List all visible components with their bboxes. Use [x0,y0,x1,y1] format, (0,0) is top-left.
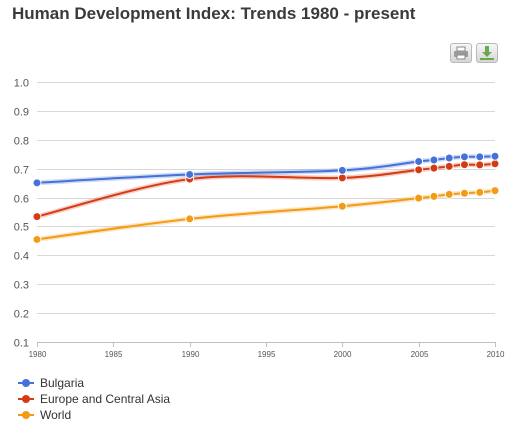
data-point-bulgaria [444,153,454,163]
data-point-world [490,186,500,196]
data-point-bulgaria [185,169,195,179]
x-tick-label: 2000 [334,350,352,359]
y-tick-label: 0.9 [14,107,29,119]
download-icon [480,46,494,60]
data-point-world [337,201,347,211]
printer-icon [454,46,468,60]
data-point-bulgaria [490,151,500,161]
x-tick-label: 1980 [29,350,47,359]
y-tick-label: 0.2 [14,309,29,321]
y-tick-label: 0.5 [14,222,29,234]
legend-item-world[interactable]: World [18,407,170,423]
data-point-world [459,188,469,198]
y-tick-label: 0.7 [14,165,29,177]
data-point-bulgaria [32,178,42,188]
data-point-europe-and-central-asia [459,160,469,170]
data-point-europe-and-central-asia [490,159,500,169]
data-point-europe-and-central-asia [32,212,42,222]
legend-item-europe-and-central-asia[interactable]: Europe and Central Asia [18,391,170,407]
y-tick-label: 0.8 [14,136,29,148]
data-point-europe-and-central-asia [429,163,439,173]
data-point-world [32,234,42,244]
data-point-europe-and-central-asia [444,161,454,171]
legend-label: World [40,408,72,422]
y-tick-label: 0.6 [14,194,29,206]
legend-marker [22,411,30,419]
data-point-bulgaria [475,152,485,162]
y-tick-label: 1.0 [14,78,29,90]
y-tick-label: 0.3 [14,280,29,292]
legend-marker [22,379,30,387]
y-tick-label: 0.1 [14,338,29,350]
x-tick-label: 1985 [105,350,123,359]
legend-item-bulgaria[interactable]: Bulgaria [18,375,170,391]
x-tick-label: 2010 [487,350,505,359]
data-point-bulgaria [337,165,347,175]
data-point-europe-and-central-asia [475,160,485,170]
data-point-world [444,189,454,199]
data-point-world [475,187,485,197]
data-point-europe-and-central-asia [414,165,424,175]
data-point-bulgaria [429,155,439,165]
legend-marker [22,395,30,403]
data-point-world [185,214,195,224]
data-point-bulgaria [414,156,424,166]
data-point-world [429,191,439,201]
x-tick-label: 1990 [182,350,200,359]
x-tick-label: 2005 [411,350,429,359]
data-point-world [414,193,424,203]
y-tick-label: 0.4 [14,251,29,263]
data-point-europe-and-central-asia [337,173,347,183]
chart-legend: Bulgaria Europe and Central Asia World [18,375,170,423]
legend-label: Europe and Central Asia [40,392,171,406]
legend-label: Bulgaria [40,376,85,390]
chart-title: Human Development Index: Trends 1980 - p… [12,4,416,23]
x-tick-label: 1995 [258,350,276,359]
data-point-bulgaria [459,152,469,162]
download-button[interactable] [476,43,498,63]
print-button[interactable] [450,43,472,63]
